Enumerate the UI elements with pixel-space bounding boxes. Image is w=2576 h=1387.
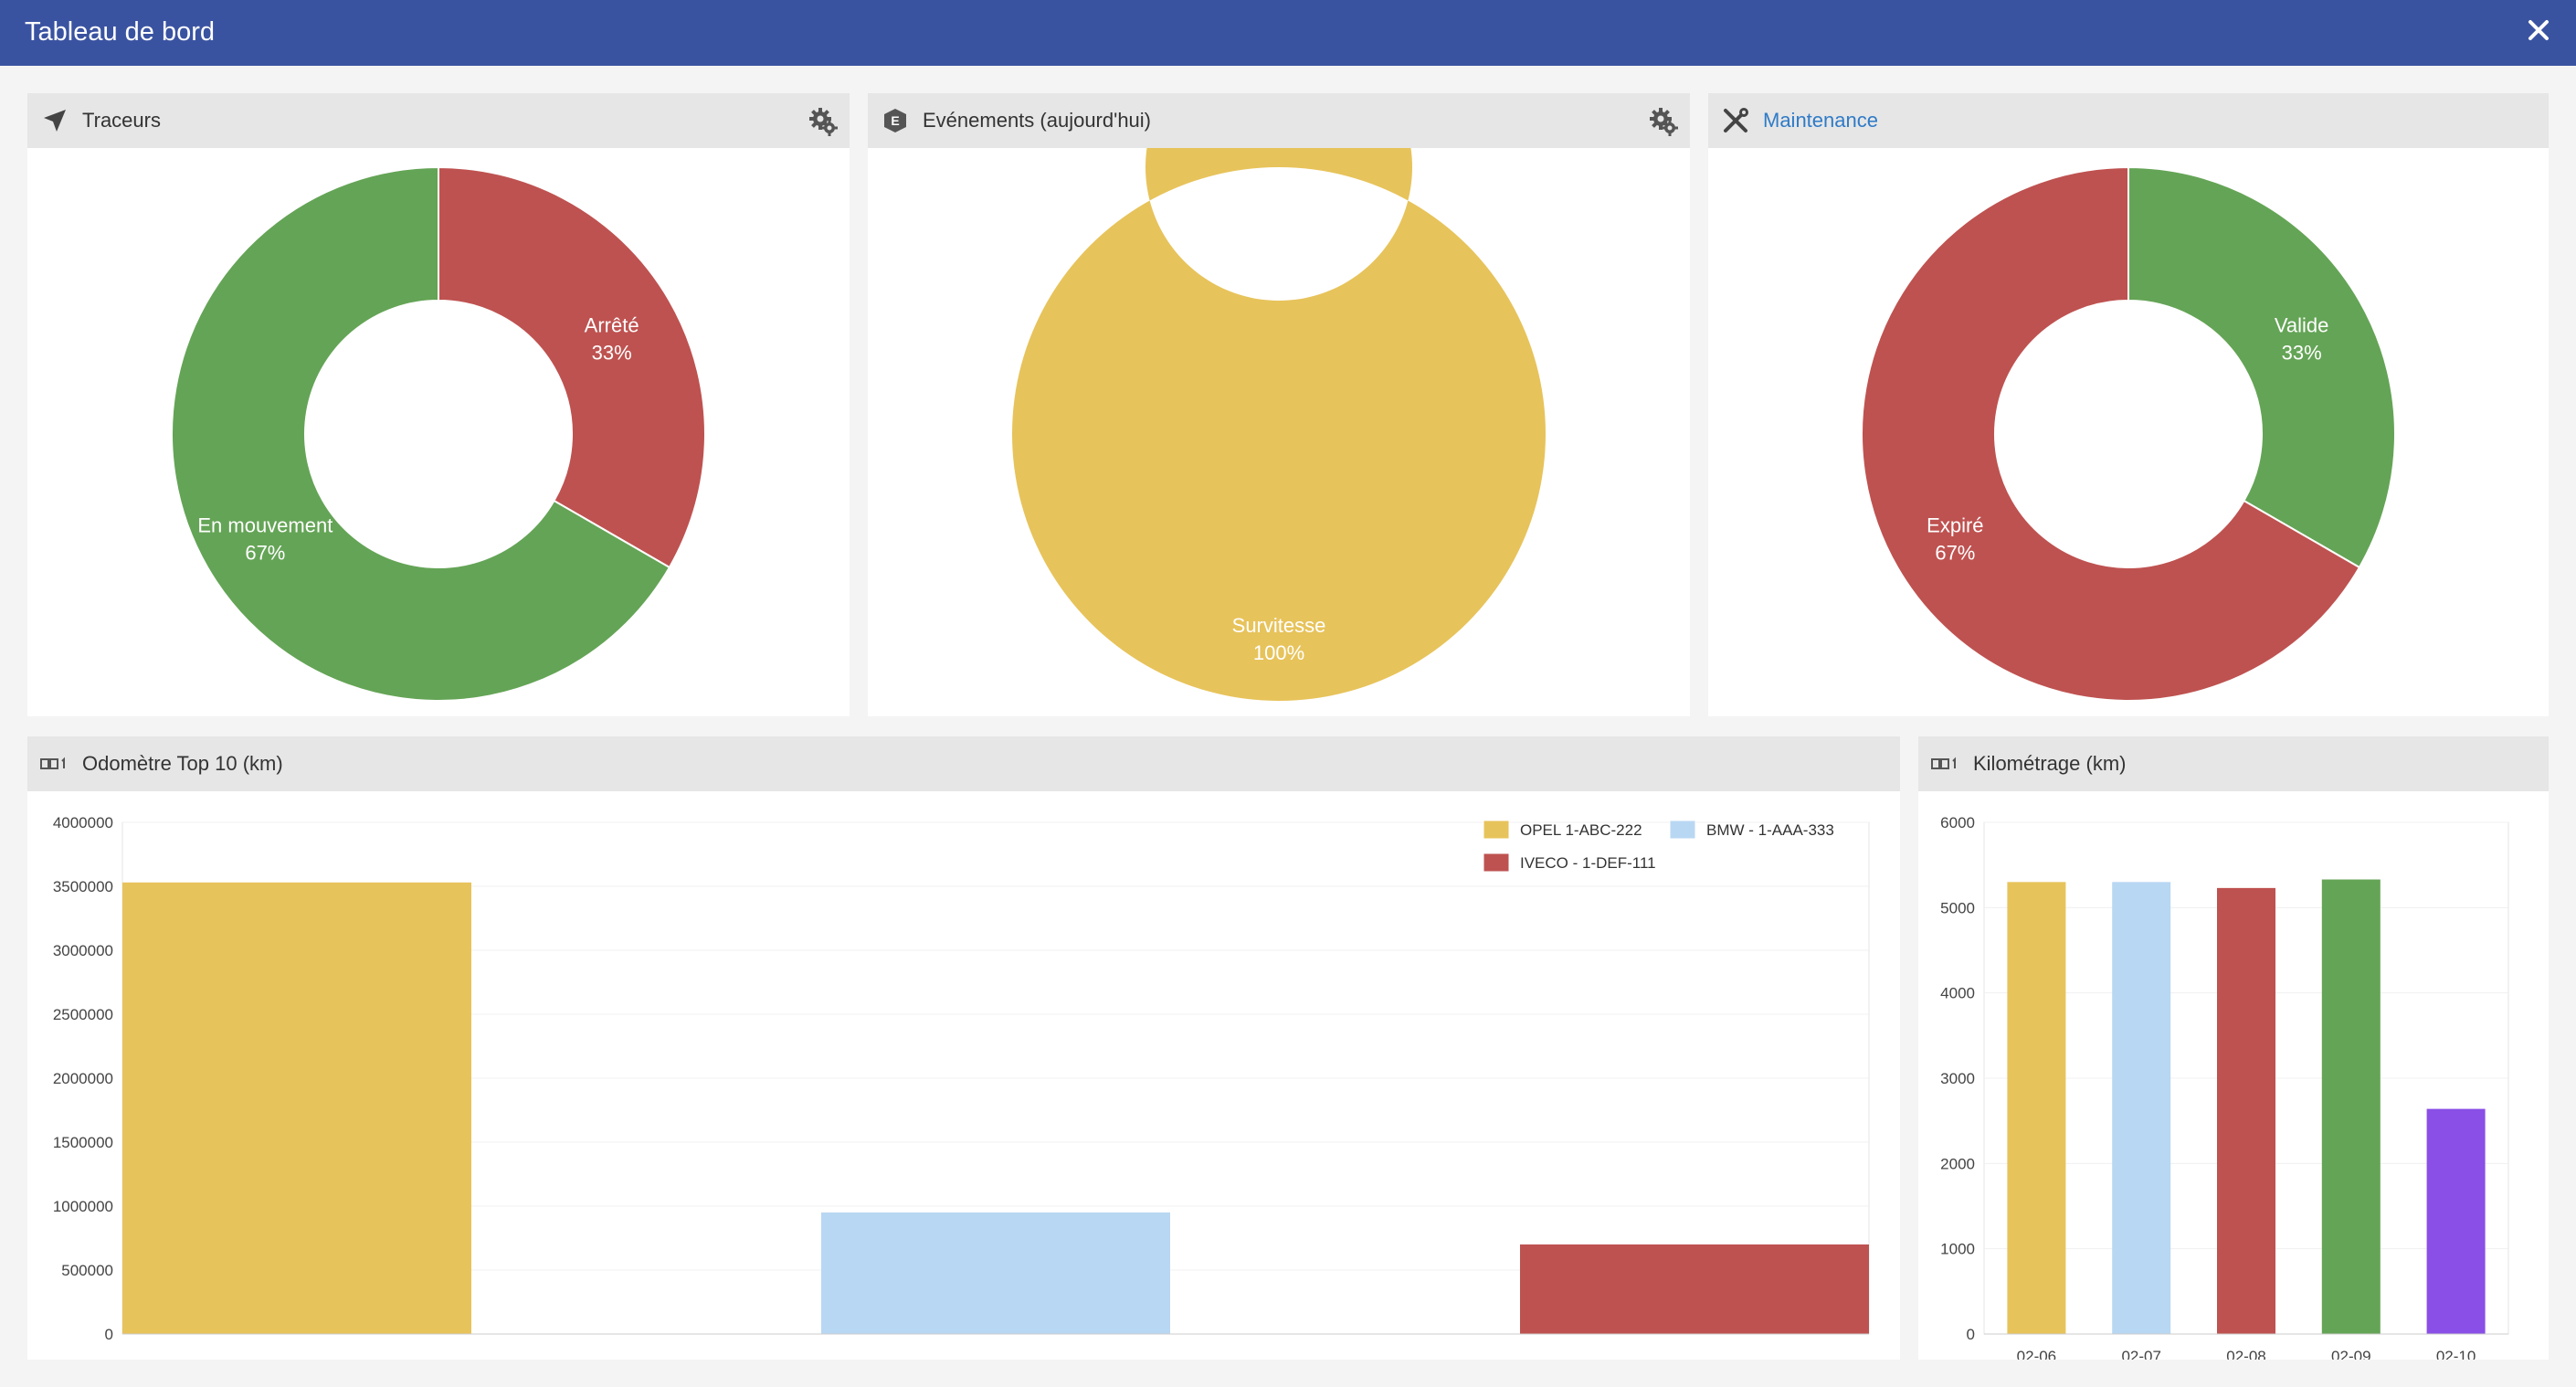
legend-swatch[interactable] <box>1483 852 1510 873</box>
counter-icon <box>40 757 65 769</box>
odometre-bar-chart: 0 500000 1000000 1500000 2000000 2500000 30000… <box>53 814 1870 1343</box>
slice-percent: 67% <box>245 542 285 565</box>
slice-label: Valide <box>2275 313 2329 336</box>
y-tick-label: 0 <box>1967 1326 1975 1343</box>
bar-bmw-1-aaa-333[interactable] <box>821 1212 1170 1334</box>
bar-02-10[interactable] <box>2426 1108 2486 1334</box>
y-tick-label: 2000000 <box>53 1070 113 1087</box>
tools-icon <box>1724 108 1748 132</box>
y-tick-label: 2500000 <box>53 1006 113 1023</box>
slice-percent: 67% <box>1935 542 1975 565</box>
x-tick-label: 02-09 <box>2331 1348 2370 1360</box>
y-tick-label: 6000 <box>1940 814 1975 831</box>
slice-label: En mouvement <box>197 514 333 537</box>
bar-02-07[interactable] <box>2112 882 2171 1334</box>
legend-label[interactable]: IVECO - 1-DEF-111 <box>1520 854 1656 872</box>
y-tick-label: 1000000 <box>53 1198 113 1215</box>
slice-percent: 100% <box>1253 641 1304 664</box>
y-tick-label: 3000 <box>1940 1070 1975 1087</box>
y-tick-label: 5000 <box>1940 899 1975 916</box>
gear-icon[interactable] <box>808 106 839 137</box>
bar-02-09[interactable] <box>2321 879 2381 1334</box>
odometre-panel: Odomètre Top 10 (km) 0 500000 1000000 15000… <box>27 736 1900 1360</box>
title-bar: Tableau de bord <box>0 0 2576 66</box>
event-badge-icon: E <box>884 109 906 132</box>
slice-label: Arrêté <box>585 313 639 336</box>
y-tick-label: 4000000 <box>53 814 113 831</box>
x-tick-label: 02-08 <box>2226 1348 2265 1360</box>
maintenance-donut-chart: Valide 33% Expiré 67% <box>1861 165 2396 702</box>
donut-slice-expire[interactable] <box>1861 165 2361 702</box>
window-title: Tableau de bord <box>25 17 215 47</box>
evenements-donut-chart: Survitesse 100% <box>1011 34 1546 701</box>
traceurs-panel: Traceurs Arrêté 33% En mouvement 67% <box>27 93 850 716</box>
kilometrage-panel: Kilométrage (km) 0 1000 2000 3000 4000 5000 60… <box>1918 736 2549 1365</box>
legend-swatch[interactable] <box>1669 820 1696 840</box>
kilometrage-title: Kilométrage (km) <box>1973 752 2127 775</box>
bar-opel-1-abc-222[interactable] <box>122 882 471 1334</box>
kilometrage-header: Kilométrage (km) <box>1918 736 2549 791</box>
kilometrage-chart-area: 0 1000 2000 3000 4000 5000 6000 02-06 02-07 02-08… <box>1918 791 2549 1365</box>
x-tick-label: 02-06 <box>2017 1348 2056 1360</box>
slice-label: Survitesse <box>1232 614 1326 637</box>
slice-label: Expiré <box>1927 514 1983 537</box>
slice-percent: 33% <box>592 341 632 364</box>
close-icon[interactable] <box>2525 16 2552 44</box>
donut-slice-arrete[interactable] <box>438 165 706 569</box>
evenements-header: E Evénements (aujourd'hui) <box>868 93 1690 148</box>
y-tick-label: 1500000 <box>53 1134 113 1151</box>
y-tick-label: 2000 <box>1940 1155 1975 1172</box>
y-tick-label: 1000 <box>1940 1241 1975 1258</box>
legend-label[interactable]: OPEL 1-ABC-222 <box>1520 821 1642 839</box>
bar-02-06[interactable] <box>2007 882 2066 1334</box>
odometre-chart-area: 0 500000 1000000 1500000 2000000 2500000 30000… <box>27 791 1900 1360</box>
x-tick-label: 02-10 <box>2436 1348 2476 1360</box>
donut-slice-survitesse[interactable] <box>1011 34 1546 701</box>
maintenance-panel: Maintenance Valide 33% Expiré 67% <box>1708 93 2549 716</box>
y-tick-label: 0 <box>105 1326 113 1343</box>
traceurs-header: Traceurs <box>27 93 850 148</box>
donut-slice-valide[interactable] <box>2127 165 2396 569</box>
x-tick-label: 02-07 <box>2121 1348 2160 1360</box>
legend-label[interactable]: BMW - 1-AAA-333 <box>1706 821 1834 839</box>
maintenance-header: Maintenance <box>1708 93 2549 148</box>
svg-text:E: E <box>891 113 899 128</box>
navigation-arrow-icon <box>44 110 66 132</box>
traceurs-title: Traceurs <box>82 109 161 132</box>
slice-percent: 33% <box>2282 341 2322 364</box>
odometre-header: Odomètre Top 10 (km) <box>27 736 1900 791</box>
y-tick-label: 3500000 <box>53 878 113 895</box>
traceurs-donut-chart: Arrêté 33% En mouvement 67% <box>171 165 706 702</box>
gear-icon[interactable] <box>1648 106 1679 137</box>
y-tick-label: 4000 <box>1940 985 1975 1002</box>
legend-swatch[interactable] <box>1483 820 1510 840</box>
y-tick-label: 500000 <box>61 1262 113 1279</box>
evenements-title: Evénements (aujourd'hui) <box>923 109 1152 132</box>
odometre-title: Odomètre Top 10 (km) <box>82 752 283 775</box>
bar-iveco-1-def-111[interactable] <box>1520 1244 1869 1334</box>
evenements-chart-area: Survitesse 100% <box>868 34 1690 716</box>
kilometrage-bar-chart: 0 1000 2000 3000 4000 5000 6000 02-06 02-07 02-08… <box>1940 814 2509 1365</box>
maintenance-chart-area: Valide 33% Expiré 67% <box>1708 148 2549 716</box>
evenements-panel: E Evénements (aujourd'hui) Survitesse 100… <box>868 34 1690 716</box>
traceurs-chart-area: Arrêté 33% En mouvement 67% <box>27 148 850 716</box>
donut-slice-en-mouvement[interactable] <box>171 165 671 702</box>
counter-icon <box>1931 757 1956 769</box>
y-tick-label: 3000000 <box>53 942 113 959</box>
bar-02-08[interactable] <box>2217 887 2275 1334</box>
maintenance-link[interactable]: Maintenance <box>1763 109 1878 132</box>
